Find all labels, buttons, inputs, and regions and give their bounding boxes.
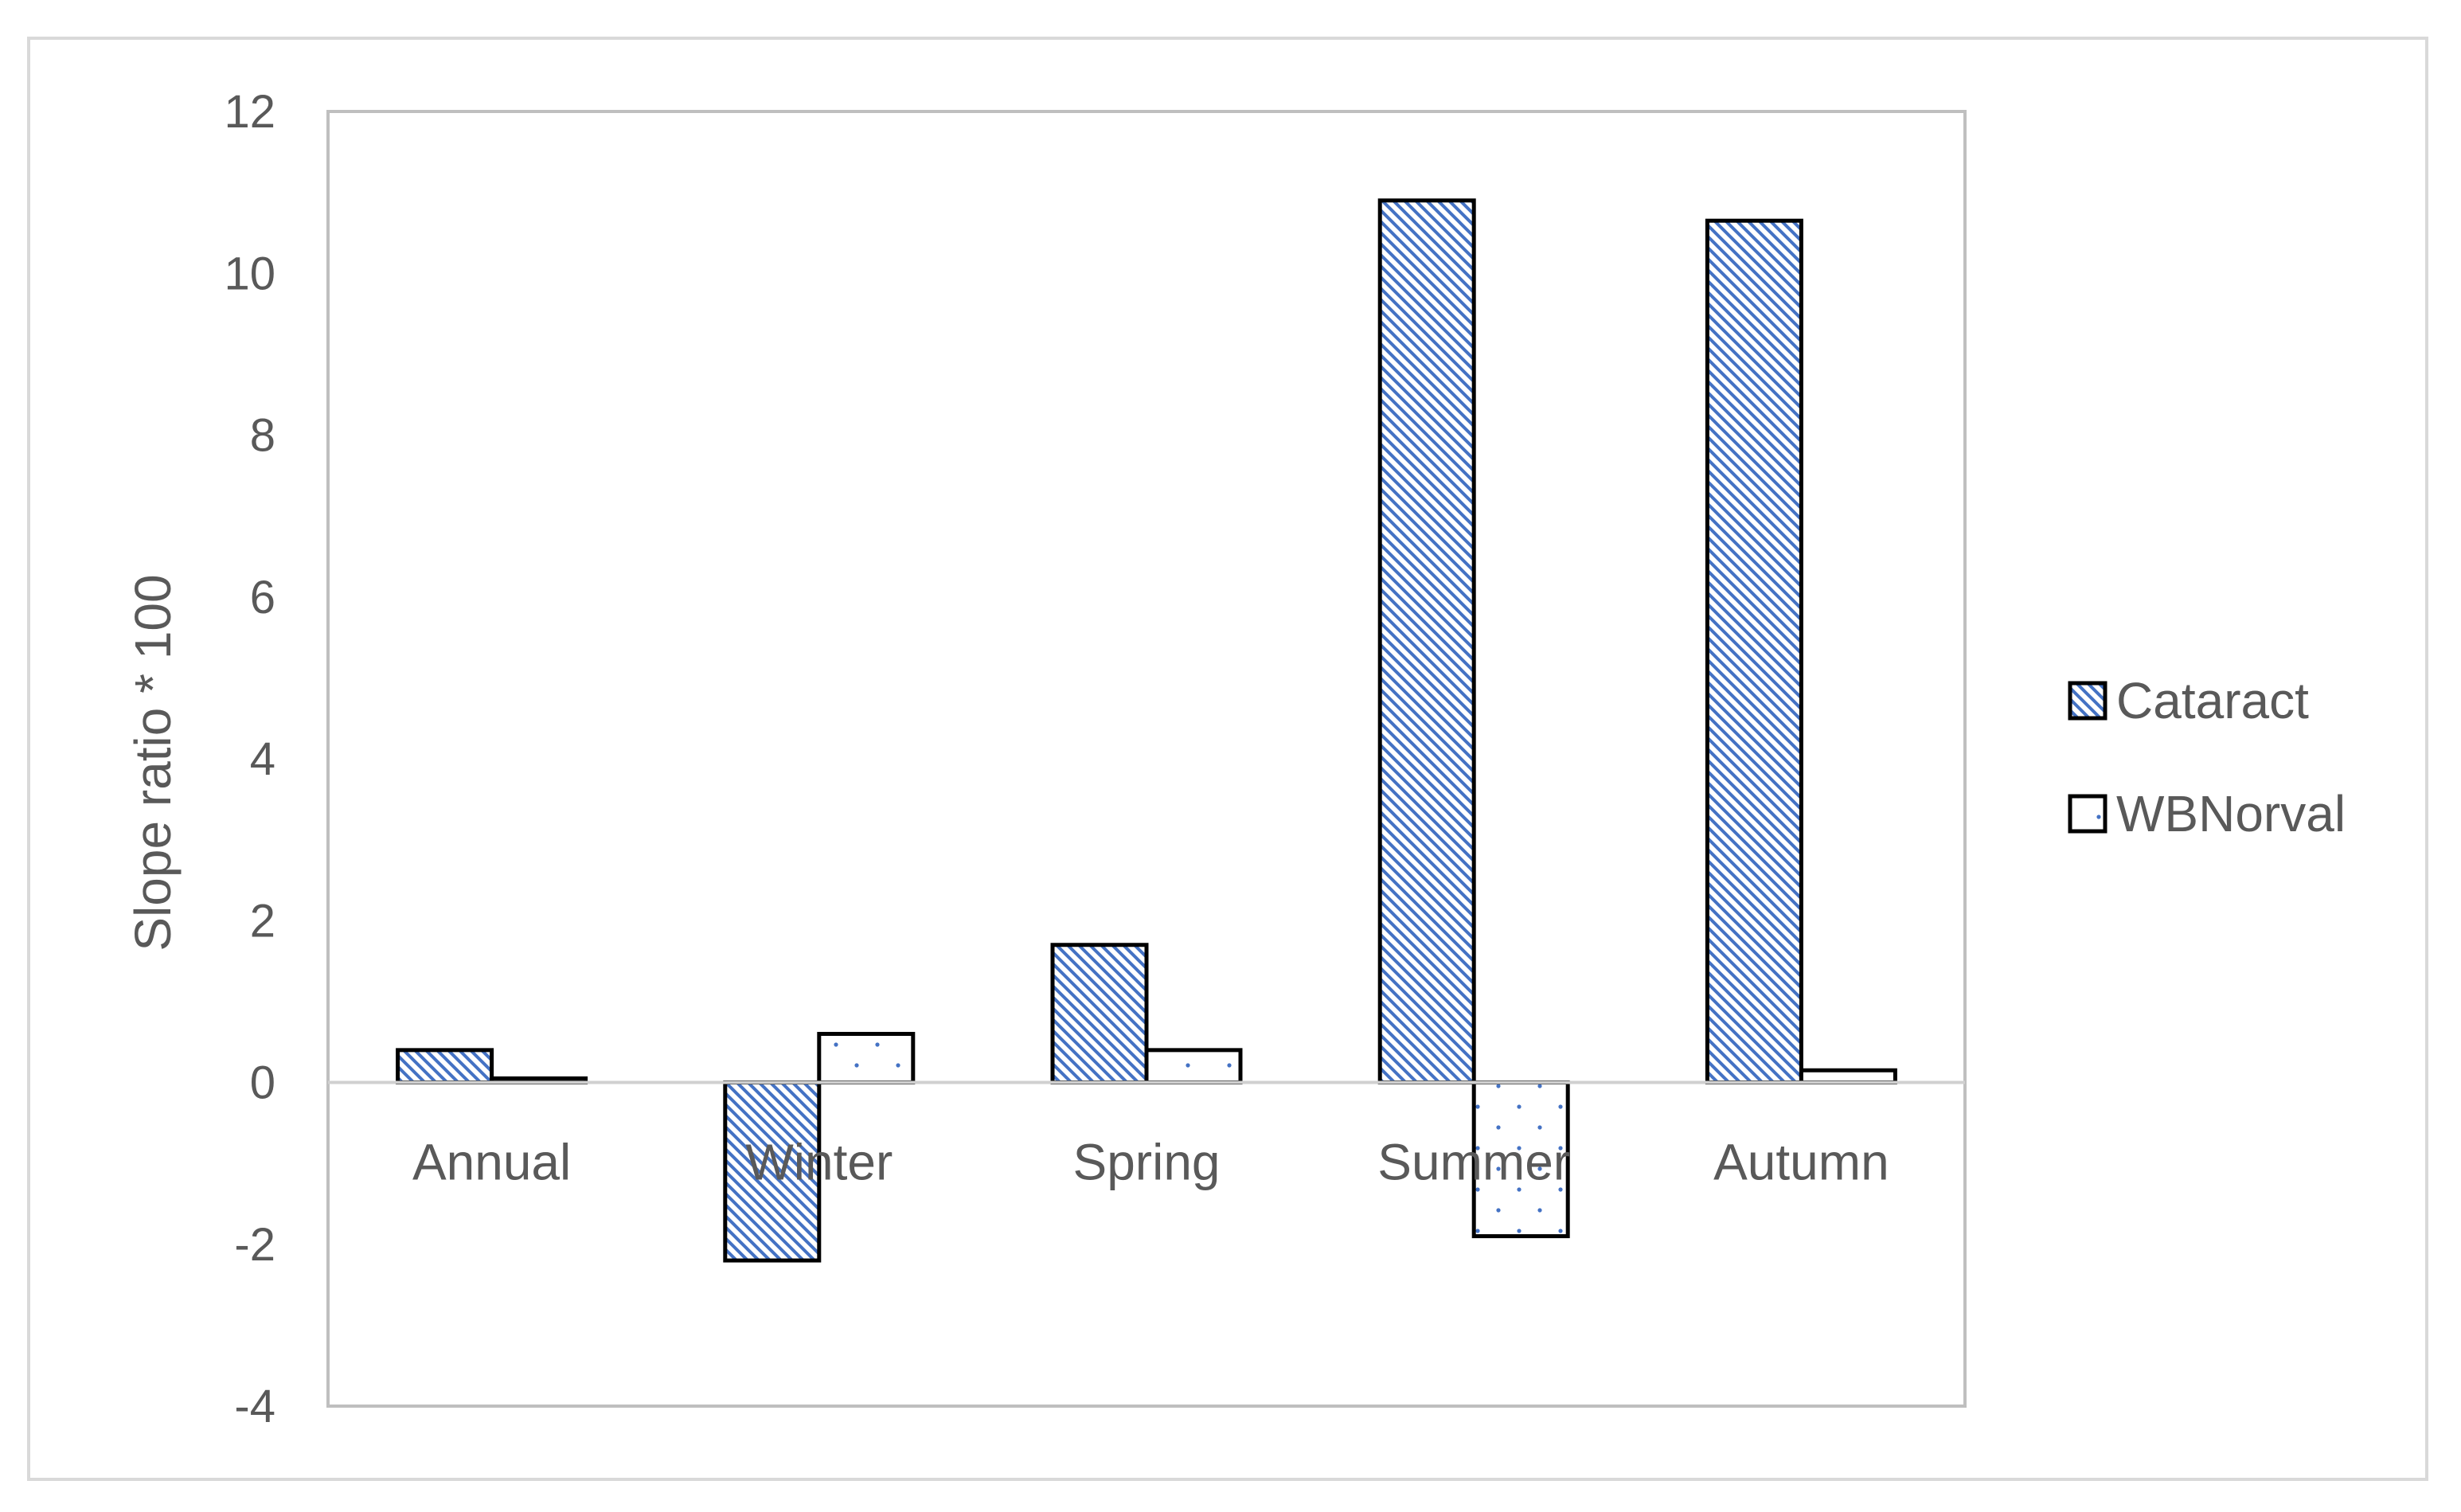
y-tick-label: -2 <box>234 1219 275 1271</box>
y-axis-title: Slope ratio * 100 <box>124 574 182 951</box>
bar-wbnorval-autumn <box>1799 1068 1897 1084</box>
x-axis-labels: Annual Winter Spring Summer Autumn <box>412 1134 1889 1191</box>
bar-cataract-annual <box>396 1048 494 1084</box>
y-axis-ticks: -4 -2 0 2 4 6 8 10 12 <box>224 86 275 1432</box>
bar-wbnorval-winter <box>817 1032 916 1085</box>
y-tick-label: 6 <box>250 572 275 623</box>
y-tick-label: 2 <box>250 895 275 947</box>
legend-swatch-cataract <box>2068 681 2107 721</box>
plot-area <box>326 110 1967 1408</box>
legend: Cataract WBNorval <box>2068 672 2346 842</box>
y-tick-label: 0 <box>250 1057 275 1109</box>
y-tick-label: 8 <box>250 410 275 462</box>
legend-label-wbnorval: WBNorval <box>2116 785 2346 842</box>
x-tick-label: Autumn <box>1713 1134 1889 1191</box>
y-tick-label: 10 <box>224 248 275 299</box>
chart-frame <box>27 37 2428 1481</box>
bar-cataract-spring <box>1050 943 1149 1085</box>
x-tick-label: Summer <box>1377 1134 1570 1191</box>
legend-label-cataract: Cataract <box>2116 672 2309 729</box>
legend-swatch-wbnorval <box>2068 794 2107 834</box>
y-tick-label: 4 <box>250 733 275 785</box>
bar-cataract-autumn <box>1705 218 1803 1085</box>
x-tick-label: Annual <box>412 1134 571 1191</box>
bar-cataract-summer <box>1377 198 1476 1085</box>
x-tick-label: Spring <box>1073 1134 1221 1191</box>
bars-group <box>396 198 1897 1263</box>
x-tick-label: Winter <box>745 1134 893 1191</box>
y-tick-label: 12 <box>224 86 275 138</box>
y-tick-label: -4 <box>234 1381 275 1432</box>
bar-wbnorval-summer <box>1471 1080 1570 1239</box>
bar-wbnorval-spring <box>1144 1048 1243 1084</box>
